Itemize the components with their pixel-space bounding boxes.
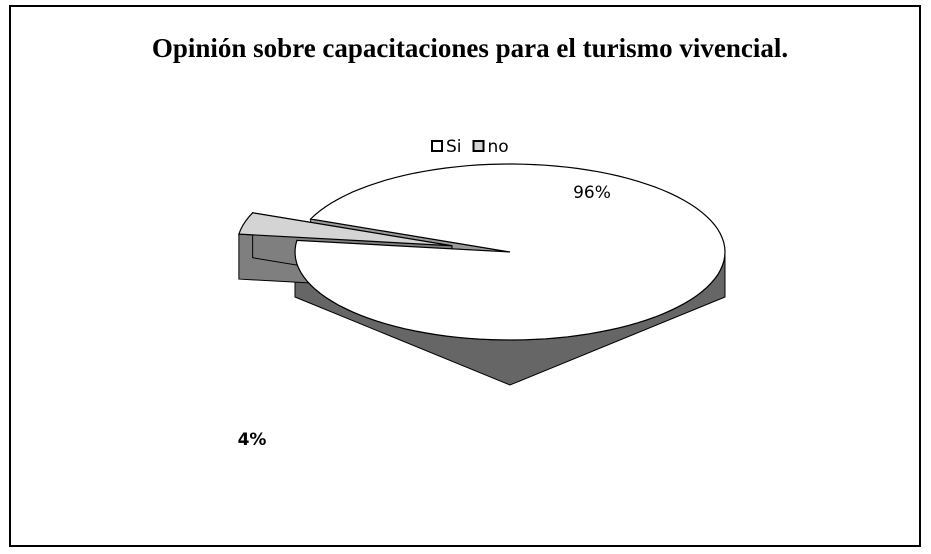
data-label: 4% bbox=[238, 430, 267, 450]
legend-label: Si bbox=[446, 137, 462, 157]
frame-border bbox=[9, 5, 921, 547]
slice bbox=[294, 163, 726, 341]
legend-swatch bbox=[431, 140, 443, 152]
legend-swatch bbox=[472, 140, 485, 152]
data-label: 96% bbox=[573, 183, 611, 203]
slice bbox=[238, 212, 453, 247]
chart-title: Opinión sobre capacitaciones para el tur… bbox=[151, 33, 789, 63]
legend-label: no bbox=[488, 137, 509, 157]
